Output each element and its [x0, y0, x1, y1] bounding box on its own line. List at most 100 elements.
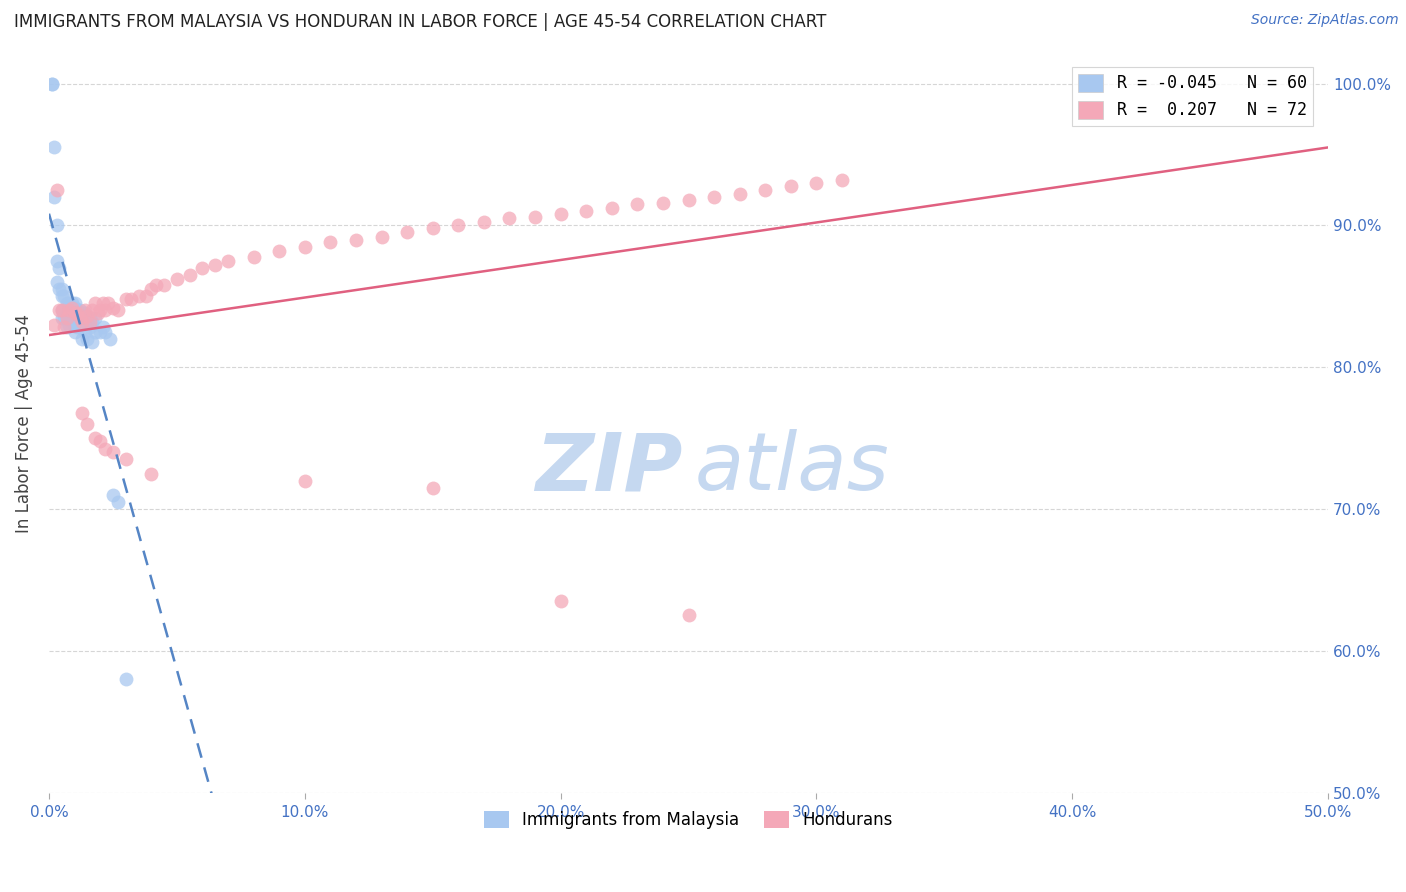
- Point: [91, 320, 114, 334]
- Point: [42, 190, 65, 204]
- Point: [120, 292, 142, 306]
- Point: [703, 190, 725, 204]
- Point: [63, 301, 86, 315]
- Point: [84, 431, 107, 445]
- Point: [294, 474, 316, 488]
- Point: [42, 318, 65, 332]
- Point: [101, 301, 124, 315]
- Point: [73, 306, 96, 320]
- Point: [101, 488, 124, 502]
- Point: [48, 303, 70, 318]
- Point: [166, 272, 188, 286]
- Point: [76, 309, 98, 323]
- Point: [58, 296, 80, 310]
- Point: [70, 332, 93, 346]
- Point: [575, 204, 598, 219]
- Text: Source: ZipAtlas.com: Source: ZipAtlas.com: [1251, 13, 1399, 28]
- Point: [70, 315, 93, 329]
- Point: [48, 282, 70, 296]
- Point: [70, 306, 93, 320]
- Point: [76, 315, 98, 329]
- Point: [48, 260, 70, 275]
- Point: [550, 207, 572, 221]
- Y-axis label: In Labor Force | Age 45-54: In Labor Force | Age 45-54: [15, 314, 32, 533]
- Point: [191, 260, 214, 275]
- Point: [524, 210, 547, 224]
- Point: [780, 178, 803, 193]
- Point: [107, 495, 129, 509]
- Point: [63, 310, 86, 325]
- Point: [652, 195, 675, 210]
- Point: [79, 310, 101, 325]
- Point: [76, 332, 98, 346]
- Point: [63, 325, 86, 339]
- Point: [69, 303, 91, 318]
- Point: [447, 219, 470, 233]
- Point: [41, 77, 63, 91]
- Point: [66, 320, 89, 334]
- Point: [179, 268, 201, 282]
- Point: [84, 296, 107, 310]
- Point: [60, 306, 83, 320]
- Point: [69, 320, 91, 334]
- Point: [101, 445, 124, 459]
- Point: [56, 310, 79, 325]
- Point: [51, 303, 73, 318]
- Point: [45, 253, 67, 268]
- Point: [114, 292, 136, 306]
- Point: [135, 289, 157, 303]
- Point: [45, 219, 67, 233]
- Point: [145, 277, 167, 292]
- Point: [422, 221, 444, 235]
- Point: [79, 320, 101, 334]
- Point: [806, 176, 828, 190]
- Point: [56, 320, 79, 334]
- Point: [56, 296, 79, 310]
- Point: [56, 310, 79, 325]
- Text: IMMIGRANTS FROM MALAYSIA VS HONDURAN IN LABOR FORCE | AGE 45-54 CORRELATION CHAR: IMMIGRANTS FROM MALAYSIA VS HONDURAN IN …: [14, 13, 827, 31]
- Point: [84, 310, 107, 325]
- Point: [370, 229, 392, 244]
- Point: [63, 296, 86, 310]
- Point: [269, 244, 291, 258]
- Point: [344, 233, 367, 247]
- Point: [66, 303, 89, 318]
- Point: [114, 672, 136, 686]
- Point: [84, 325, 107, 339]
- Point: [678, 193, 700, 207]
- Point: [66, 306, 89, 320]
- Text: ZIP: ZIP: [534, 429, 682, 508]
- Point: [422, 481, 444, 495]
- Point: [82, 334, 104, 349]
- Point: [217, 253, 239, 268]
- Point: [63, 306, 86, 320]
- Point: [153, 277, 176, 292]
- Point: [53, 289, 76, 303]
- Point: [600, 202, 623, 216]
- Text: atlas: atlas: [695, 429, 890, 508]
- Point: [69, 310, 91, 325]
- Point: [70, 315, 93, 329]
- Point: [58, 310, 80, 325]
- Point: [472, 215, 495, 229]
- Point: [70, 406, 93, 420]
- Point: [94, 325, 117, 339]
- Point: [45, 275, 67, 289]
- Point: [100, 332, 122, 346]
- Point: [82, 303, 104, 318]
- Point: [831, 173, 853, 187]
- Point: [73, 303, 96, 318]
- Point: [56, 303, 79, 318]
- Point: [94, 303, 117, 318]
- Point: [141, 467, 163, 481]
- Point: [86, 306, 108, 320]
- Point: [498, 211, 520, 226]
- Point: [319, 235, 342, 250]
- Point: [69, 310, 91, 325]
- Point: [51, 289, 73, 303]
- Point: [58, 303, 80, 318]
- Point: [89, 303, 111, 318]
- Point: [60, 303, 83, 318]
- Point: [550, 594, 572, 608]
- Point: [53, 303, 76, 318]
